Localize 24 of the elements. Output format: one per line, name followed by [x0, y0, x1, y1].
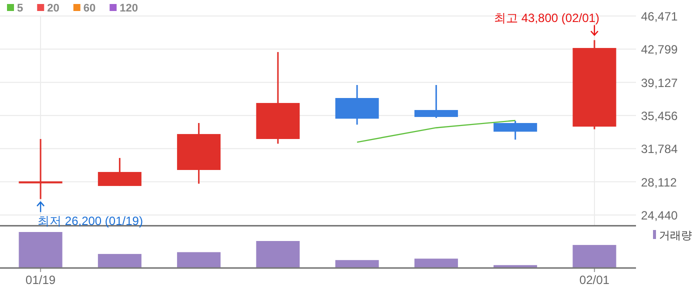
legend-label: 60 [83, 2, 96, 14]
y-tick-label: 39,127 [641, 76, 678, 90]
annotation: 최고 43,800 (02/01) [494, 11, 600, 26]
bar [256, 241, 300, 268]
y-tick-label: 42,799 [641, 42, 678, 57]
bar [572, 244, 616, 268]
bar [414, 258, 458, 268]
bar [335, 260, 379, 268]
x-tick-label: 02/01 [579, 273, 610, 287]
legend-label: 5 [17, 2, 24, 14]
y-tick-label: 46,471 [641, 10, 678, 24]
y-tick-label: 35,456 [641, 108, 678, 123]
candlestick [18, 138, 62, 200]
y-tick-label: 24,440 [641, 208, 678, 222]
legend-label: 120 [120, 2, 138, 14]
annotation: 최저 26,200 (01/19) [38, 214, 143, 228]
y-tick-label: 28,112 [641, 175, 678, 190]
bar [18, 232, 62, 268]
legend-label: 거래량 [659, 230, 692, 242]
y-tick-label: 31,784 [641, 142, 678, 156]
bar [177, 252, 221, 268]
x-tick-label: 01/19 [26, 273, 56, 287]
legend-label: 20 [47, 2, 60, 14]
bar [98, 254, 142, 268]
